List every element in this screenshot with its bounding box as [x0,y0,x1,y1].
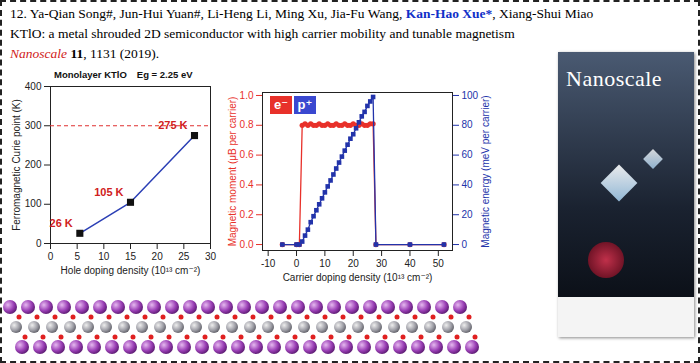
svg-text:Magnetic moment (μB per carrie: Magnetic moment (μB per carrier) [227,97,238,247]
html-text:12. Ya-Qian Song#, Jun-Hui Yua: 12. Ya-Qian Song#, Jun-Hui Yuan#, Li-Hen… [10,6,594,21]
html-text:Nanoscale: Nanoscale [566,66,663,91]
svg-text:Carrier doping density (10¹³ c: Carrier doping density (10¹³ cm⁻²) [283,272,433,283]
svg-text:20: 20 [348,258,360,269]
svg-text:20: 20 [152,251,164,262]
svg-text:5: 5 [74,251,80,262]
html-text:Eg = 2.25 eV: Eg = 2.25 eV [136,69,193,80]
svg-text:200: 200 [25,159,42,170]
svg-text:50: 50 [433,258,445,269]
svg-text:10: 10 [319,258,331,269]
svg-text:0: 0 [36,238,42,249]
svg-text:400: 400 [25,81,42,92]
svg-text:0.0: 0.0 [240,239,254,250]
svg-text:25: 25 [178,251,190,262]
svg-text:30: 30 [376,258,388,269]
svg-text:Magnetic energy (meV per carri: Magnetic energy (meV per carrier) [480,95,491,247]
svg-text:0.8: 0.8 [240,119,254,130]
svg-text:-10: -10 [261,258,276,269]
svg-text:0.4: 0.4 [240,179,254,190]
svg-text:0: 0 [462,239,468,250]
svg-text:300: 300 [25,120,42,131]
svg-text:40: 40 [404,258,416,269]
svg-text:15: 15 [125,251,137,262]
html-text:e⁻: e⁻ [274,97,288,112]
svg-text:0.2: 0.2 [240,209,254,220]
svg-text:80: 80 [462,119,474,130]
svg-text:1.0: 1.0 [240,90,254,101]
svg-text:100: 100 [462,90,479,101]
svg-text:0.6: 0.6 [240,149,254,160]
svg-text:20: 20 [462,209,474,220]
svg-text:0: 0 [294,258,300,269]
svg-text:30: 30 [205,251,217,262]
svg-text:105 K: 105 K [94,186,123,198]
svg-text:0: 0 [48,251,54,262]
html-text:Nanoscale 11, 1131 (2019).: Nanoscale 11, 1131 (2019). [10,46,160,61]
svg-text:26 K: 26 K [50,217,73,229]
html-text:KTlO: a metal shrouded 2D semi: KTlO: a metal shrouded 2D semiconductor … [10,26,515,41]
svg-text:275 K: 275 K [158,119,187,131]
html-text:p⁺: p⁺ [297,97,313,112]
html-text:Monolayer KTlO: Monolayer KTlO [54,69,127,80]
svg-text:Hole doping density (10¹³ cm⁻²: Hole doping density (10¹³ cm⁻²) [61,265,201,276]
svg-text:10: 10 [98,251,110,262]
svg-text:40: 40 [462,179,474,190]
svg-text:100: 100 [25,198,42,209]
svg-text:Ferromagnetic Curie point (K): Ferromagnetic Curie point (K) [11,99,22,231]
svg-text:60: 60 [462,149,474,160]
